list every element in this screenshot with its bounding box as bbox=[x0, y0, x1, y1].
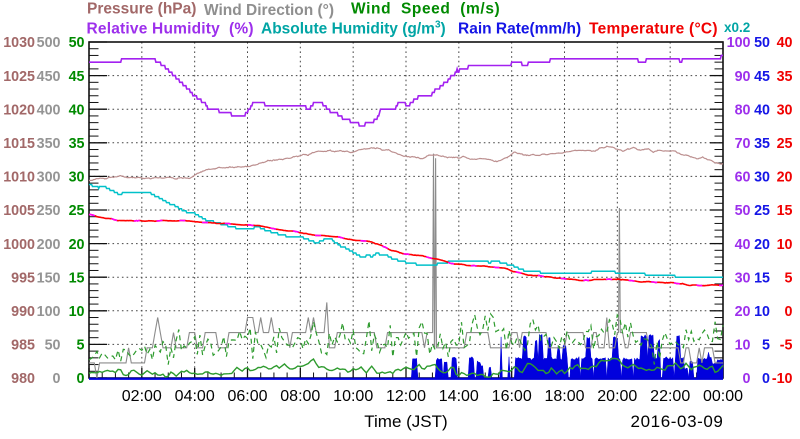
svg-text:500: 500 bbox=[37, 35, 61, 51]
svg-text:995: 995 bbox=[11, 270, 35, 286]
svg-text:20: 20 bbox=[777, 170, 793, 186]
svg-text:200: 200 bbox=[37, 237, 61, 253]
svg-text:-5: -5 bbox=[780, 338, 793, 354]
svg-text:70: 70 bbox=[735, 136, 751, 152]
svg-text:45: 45 bbox=[69, 69, 85, 85]
svg-text:08:00: 08:00 bbox=[280, 388, 320, 405]
svg-text:2016-03-09: 2016-03-09 bbox=[631, 412, 724, 431]
svg-text:50: 50 bbox=[754, 35, 770, 51]
svg-text:40: 40 bbox=[777, 35, 793, 51]
svg-text:20: 20 bbox=[735, 304, 751, 320]
svg-text:Absolute Humidity (g/m3): Absolute Humidity (g/m3) bbox=[261, 20, 446, 38]
svg-text:10: 10 bbox=[777, 237, 793, 253]
svg-text:30: 30 bbox=[735, 270, 751, 286]
svg-text:50: 50 bbox=[735, 203, 751, 219]
svg-text:35: 35 bbox=[777, 69, 793, 85]
svg-text:Wind Direction (°): Wind Direction (°) bbox=[204, 2, 334, 19]
svg-text:25: 25 bbox=[777, 136, 793, 152]
svg-text:50: 50 bbox=[69, 35, 85, 51]
svg-text:100: 100 bbox=[37, 304, 61, 320]
svg-text:-10: -10 bbox=[772, 371, 793, 387]
svg-text:40: 40 bbox=[735, 237, 751, 253]
svg-text:0: 0 bbox=[53, 371, 61, 387]
svg-text:Wind Speed (m/s): Wind Speed (m/s) bbox=[351, 1, 500, 18]
svg-text:20: 20 bbox=[69, 237, 85, 253]
svg-text:Pressure (hPa): Pressure (hPa) bbox=[87, 1, 196, 18]
svg-text:Rain Rate(mm/h): Rain Rate(mm/h) bbox=[458, 21, 581, 38]
svg-text:15: 15 bbox=[754, 270, 770, 286]
svg-text:350: 350 bbox=[37, 136, 61, 152]
svg-text:50: 50 bbox=[45, 338, 61, 354]
svg-text:1005: 1005 bbox=[3, 203, 35, 219]
svg-text:00:00: 00:00 bbox=[703, 388, 743, 405]
svg-text:60: 60 bbox=[735, 170, 751, 186]
svg-text:02:00: 02:00 bbox=[122, 388, 162, 405]
svg-text:1020: 1020 bbox=[3, 102, 35, 118]
svg-text:1030: 1030 bbox=[3, 35, 35, 51]
svg-text:Time (JST): Time (JST) bbox=[364, 412, 447, 431]
svg-text:30: 30 bbox=[777, 102, 793, 118]
svg-text:16:00: 16:00 bbox=[492, 388, 532, 405]
svg-text:10:00: 10:00 bbox=[333, 388, 373, 405]
svg-text:12:00: 12:00 bbox=[386, 388, 426, 405]
svg-text:10: 10 bbox=[69, 304, 85, 320]
svg-text:10: 10 bbox=[735, 338, 751, 354]
svg-text:40: 40 bbox=[754, 102, 770, 118]
svg-text:150: 150 bbox=[37, 270, 61, 286]
svg-text:35: 35 bbox=[69, 136, 85, 152]
svg-text:450: 450 bbox=[37, 69, 61, 85]
svg-text:x0.2: x0.2 bbox=[724, 20, 750, 35]
svg-text:300: 300 bbox=[37, 170, 61, 186]
svg-text:Relative Humidity (%): Relative Humidity (%) bbox=[87, 21, 254, 38]
svg-text:22:00: 22:00 bbox=[650, 388, 690, 405]
svg-text:14:00: 14:00 bbox=[439, 388, 479, 405]
svg-text:30: 30 bbox=[754, 170, 770, 186]
svg-text:0: 0 bbox=[743, 371, 751, 387]
svg-text:5: 5 bbox=[77, 338, 85, 354]
svg-text:Temperature (°C): Temperature (°C) bbox=[589, 21, 718, 38]
svg-text:15: 15 bbox=[777, 203, 793, 219]
svg-text:980: 980 bbox=[11, 371, 35, 387]
svg-text:20:00: 20:00 bbox=[597, 388, 637, 405]
svg-text:15: 15 bbox=[69, 270, 85, 286]
svg-text:1010: 1010 bbox=[3, 170, 35, 186]
svg-text:5: 5 bbox=[785, 270, 793, 286]
svg-text:985: 985 bbox=[11, 338, 35, 354]
svg-text:06:00: 06:00 bbox=[227, 388, 267, 405]
svg-text:30: 30 bbox=[69, 170, 85, 186]
svg-text:35: 35 bbox=[754, 136, 770, 152]
svg-text:90: 90 bbox=[735, 69, 751, 85]
svg-text:1015: 1015 bbox=[3, 136, 35, 152]
svg-text:100: 100 bbox=[727, 35, 751, 51]
svg-text:5: 5 bbox=[762, 338, 770, 354]
svg-text:80: 80 bbox=[735, 102, 751, 118]
svg-text:10: 10 bbox=[754, 304, 770, 320]
svg-text:40: 40 bbox=[69, 102, 85, 118]
svg-text:0: 0 bbox=[785, 304, 793, 320]
svg-text:1000: 1000 bbox=[3, 237, 35, 253]
svg-text:0: 0 bbox=[762, 371, 770, 387]
svg-text:25: 25 bbox=[69, 203, 85, 219]
svg-text:990: 990 bbox=[11, 304, 35, 320]
svg-text:04:00: 04:00 bbox=[175, 388, 215, 405]
svg-text:20: 20 bbox=[754, 237, 770, 253]
svg-text:0: 0 bbox=[77, 371, 85, 387]
svg-text:18:00: 18:00 bbox=[544, 388, 584, 405]
svg-text:45: 45 bbox=[754, 69, 770, 85]
svg-text:25: 25 bbox=[754, 203, 770, 219]
svg-text:400: 400 bbox=[37, 102, 61, 118]
svg-text:250: 250 bbox=[37, 203, 61, 219]
svg-text:1025: 1025 bbox=[3, 69, 35, 85]
